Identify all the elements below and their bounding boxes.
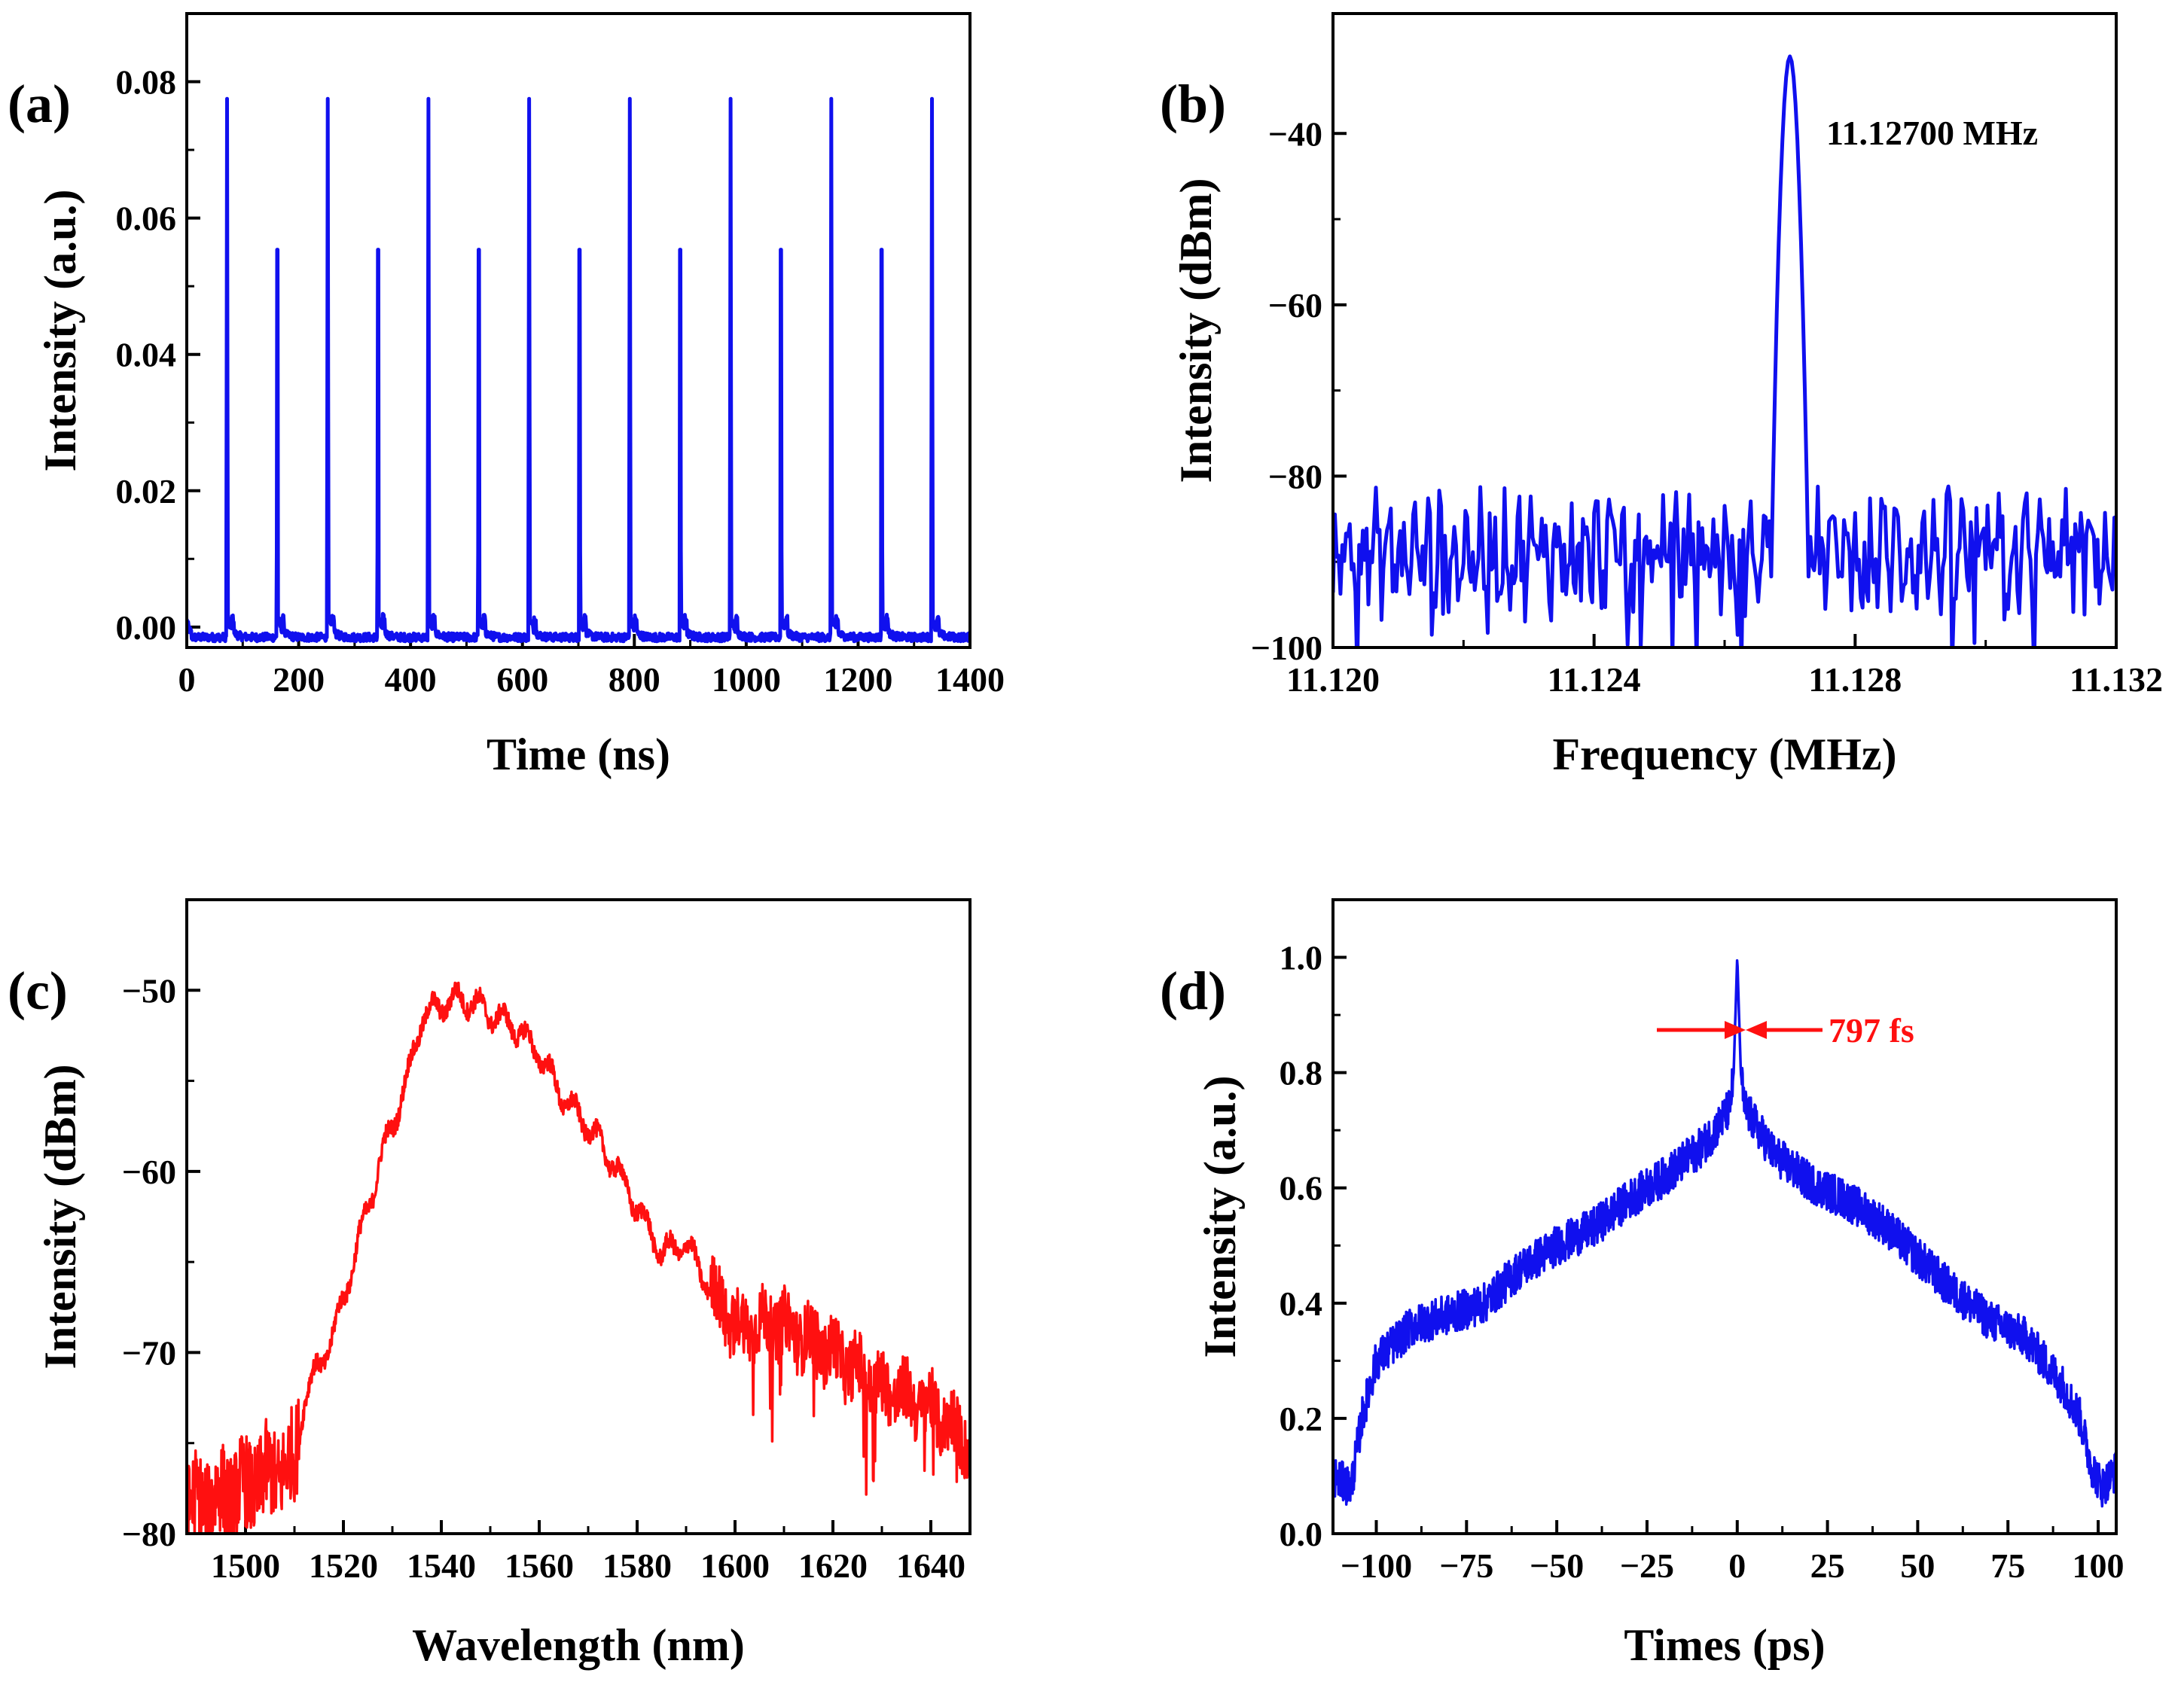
y-tick-label: −50 bbox=[122, 971, 176, 1010]
y-tick-label: 0.4 bbox=[1280, 1284, 1323, 1323]
x-tick-label: 1600 bbox=[700, 1546, 770, 1585]
y-tick-label: 1.0 bbox=[1280, 939, 1323, 977]
panel-b-label: (b) bbox=[1160, 74, 1226, 134]
series-line-b bbox=[1333, 54, 2116, 647]
x-tick-label: 11.124 bbox=[1548, 660, 1641, 699]
y-tick-label: −60 bbox=[122, 1153, 176, 1191]
x-tick-label: 1540 bbox=[407, 1546, 476, 1585]
x-tick-label: −75 bbox=[1439, 1546, 1493, 1585]
panel-a-y-title: Intensity (a.u.) bbox=[35, 189, 85, 471]
x-tick-label: 100 bbox=[2073, 1546, 2125, 1585]
panel-d-label: (d) bbox=[1160, 961, 1226, 1021]
panel-d-x-ticks: −100 −75 −50 −25 0 25 50 75 100 bbox=[1341, 1520, 2125, 1585]
x-tick-label: 1640 bbox=[896, 1546, 965, 1585]
x-tick-label: 1500 bbox=[211, 1546, 280, 1585]
panel-c-x-ticks: 1500 1520 1540 1560 1580 1600 1620 1640 bbox=[211, 1520, 965, 1585]
x-tick-label: 11.120 bbox=[1286, 660, 1380, 699]
x-tick-label: 75 bbox=[1990, 1546, 2025, 1585]
panel-b-x-ticks: 11.120 11.124 11.128 11.132 bbox=[1286, 634, 2163, 699]
y-tick-label: −100 bbox=[1251, 629, 1322, 667]
x-tick-label: 1580 bbox=[602, 1546, 672, 1585]
x-tick-label: 1520 bbox=[309, 1546, 378, 1585]
x-tick-label: 0 bbox=[1728, 1546, 1746, 1585]
x-tick-label: −50 bbox=[1530, 1546, 1584, 1585]
x-tick-label: 1400 bbox=[935, 660, 1005, 699]
panel-d-width-annotation: 797 fs bbox=[1829, 1011, 1914, 1050]
x-tick-label: 1560 bbox=[505, 1546, 574, 1585]
panel-a-label: (a) bbox=[8, 74, 71, 134]
x-tick-label: 1000 bbox=[712, 660, 781, 699]
panel-b-y-ticks: −100 −80 −60 −40 bbox=[1251, 114, 1347, 667]
panel-a: (a) 0 200 400 600 800 1000 1200 1400 0.000.020.… bbox=[8, 12, 1005, 779]
y-tick-label: 0.06 bbox=[116, 200, 177, 238]
panel-a-x-title: Time (ns) bbox=[487, 730, 670, 779]
panel-a-plot-area bbox=[187, 96, 970, 644]
y-tick-label: 0.8 bbox=[1280, 1054, 1323, 1092]
panel-b: (b) 11.120 11.124 11.128 11.132 −100−80−60−… bbox=[1160, 12, 2163, 779]
y-tick-label: 0.00 bbox=[116, 608, 177, 647]
panel-a-y-ticks: 0.00 0.02 0.04 0.06 0.08 bbox=[116, 63, 200, 647]
panel-c-y-ticks: −80 −70 −60 −50 bbox=[122, 971, 200, 1553]
panel-b-peak-annotation: 11.12700 MHz bbox=[1826, 114, 2038, 152]
x-tick-label: 400 bbox=[385, 660, 437, 699]
x-tick-label: 11.128 bbox=[1808, 660, 1902, 699]
panel-d-plot-area bbox=[1333, 959, 2116, 1508]
x-tick-label: 1620 bbox=[798, 1546, 868, 1585]
panel-b-y-title: Intensity (dBm) bbox=[1171, 178, 1221, 483]
right-arrow-head bbox=[1746, 1021, 1767, 1039]
y-tick-label: 0.02 bbox=[116, 472, 177, 510]
panel-d-y-title: Intensity (a.u.) bbox=[1195, 1075, 1245, 1357]
x-tick-label: −25 bbox=[1620, 1546, 1674, 1585]
x-tick-label: −100 bbox=[1341, 1546, 1412, 1585]
panel-c-label: (c) bbox=[8, 961, 68, 1021]
panel-b-plot-area bbox=[1333, 54, 2116, 647]
y-tick-label: 0.6 bbox=[1280, 1169, 1323, 1208]
panel-d-frame bbox=[1331, 898, 2118, 1535]
x-tick-label: 200 bbox=[273, 660, 325, 699]
panel-c: (c) 1500 1520 1540 1560 1580 1600 1620 1640 −80… bbox=[8, 898, 972, 1670]
panel-c-plot-area bbox=[187, 981, 970, 1534]
y-tick-label: 0.04 bbox=[116, 336, 177, 374]
y-tick-label: 0.2 bbox=[1280, 1400, 1323, 1438]
panel-c-frame bbox=[185, 898, 972, 1535]
panel-d: (d) −100 −75 −50 −25 0 25 50 75 100 0.0 0.2 0.4 0.6… bbox=[1160, 898, 2125, 1670]
x-tick-label: 0 bbox=[178, 660, 196, 699]
x-tick-label: 25 bbox=[1810, 1546, 1845, 1585]
panel-d-x-title: Times (ps) bbox=[1624, 1620, 1825, 1670]
x-tick-label: 1200 bbox=[823, 660, 892, 699]
panel-a-x-ticks: 0 200 400 600 800 1000 1200 1400 bbox=[178, 634, 1005, 699]
panel-b-frame bbox=[1331, 12, 2118, 649]
panel-c-x-title: Wavelength (nm) bbox=[412, 1620, 745, 1670]
panel-a-frame bbox=[185, 12, 972, 649]
series-line-a bbox=[187, 96, 970, 644]
x-tick-label: 800 bbox=[609, 660, 660, 699]
x-tick-label: 600 bbox=[496, 660, 548, 699]
y-tick-label: −70 bbox=[122, 1333, 176, 1372]
panel-c-y-title: Intensity (dBm) bbox=[35, 1064, 85, 1369]
x-tick-label: 11.132 bbox=[2070, 660, 2163, 699]
y-tick-label: −40 bbox=[1268, 114, 1322, 153]
series-line-c bbox=[187, 981, 970, 1534]
series-line-d bbox=[1333, 959, 2116, 1508]
panel-b-x-title: Frequency (MHz) bbox=[1552, 730, 1896, 779]
panel-d-fwhm-arrows bbox=[1657, 1021, 1823, 1039]
y-tick-label: 0.0 bbox=[1280, 1515, 1323, 1553]
y-tick-label: −80 bbox=[122, 1515, 176, 1553]
y-tick-label: 0.08 bbox=[116, 63, 177, 102]
left-arrow-head bbox=[1725, 1021, 1746, 1039]
y-tick-label: −80 bbox=[1268, 457, 1322, 495]
x-tick-label: 50 bbox=[1900, 1546, 1935, 1585]
y-tick-label: −60 bbox=[1268, 286, 1322, 325]
